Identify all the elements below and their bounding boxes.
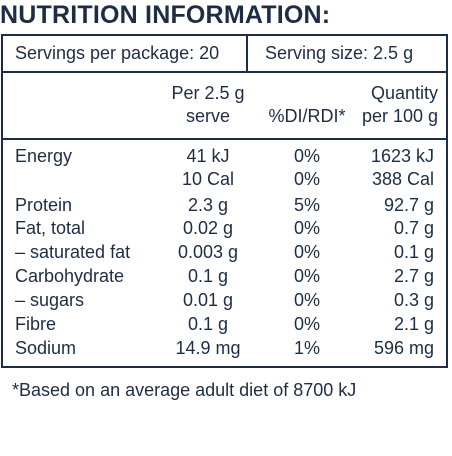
header-quantity-line1: Quantity: [370, 83, 438, 103]
per-serve-value: 2.3 g: [187, 195, 229, 215]
per-serve-value: 0.02 g: [182, 218, 234, 238]
di-value: 0%: [293, 169, 320, 189]
di-value: 1%: [293, 338, 320, 358]
table-row: – saturated fat 0.003 g 0% 0.1 g: [3, 240, 446, 264]
per-100g-value: 0.1 g: [393, 242, 434, 262]
nutrient-name: – saturated fat: [15, 242, 131, 262]
serving-size: Serving size: 2.5 g: [265, 43, 414, 63]
per-serve-value: 14.9 mg: [175, 338, 241, 358]
di-value: 0%: [293, 218, 320, 238]
per-serve-value: 0.1 g: [187, 314, 229, 334]
nutrient-name: Sodium: [15, 338, 77, 358]
nutrient-name: Carbohydrate: [15, 266, 125, 286]
footnote: *Based on an average adult diet of 8700 …: [12, 380, 357, 400]
per-serve-value: 10 Cal: [181, 169, 235, 189]
per-serve-value: 41 kJ: [186, 146, 230, 166]
table-row: Sodium 14.9 mg 1% 596 mg: [3, 336, 446, 360]
per-serve-value: 0.003 g: [177, 242, 239, 262]
page-title: NUTRITION INFORMATION:: [0, 1, 331, 29]
header-di: %DI/RDI*: [268, 106, 346, 126]
per-100g-value: 2.1 g: [393, 314, 434, 334]
per-100g-value: 1623 kJ: [370, 146, 434, 166]
per-100g-value: 0.7 g: [393, 218, 434, 238]
di-value: 0%: [293, 290, 320, 310]
nutrient-name: Fibre: [15, 314, 57, 334]
per-100g-value: 596 mg: [373, 338, 434, 358]
per-serve-value: 0.01 g: [182, 290, 234, 310]
servings-per-package: Servings per package: 20: [15, 43, 220, 63]
table-row: Energy 41 kJ 0% 1623 kJ: [3, 144, 446, 168]
header-per-serve: Per 2.5 g serve: [153, 82, 263, 128]
nutrient-name: Protein: [15, 195, 73, 215]
header-quantity: Quantity per 100 g: [362, 82, 438, 128]
header-per-serve-line1: Per 2.5 g: [171, 83, 245, 103]
di-value: 5%: [293, 195, 320, 215]
serving-info-row: Servings per package: 20 Serving size: 2…: [3, 36, 446, 73]
per-100g-value: 92.7 g: [383, 195, 434, 215]
di-value: 0%: [293, 242, 320, 262]
per-100g-value: 0.3 g: [393, 290, 434, 310]
nutrient-name: Energy: [15, 146, 73, 166]
di-value: 0%: [293, 266, 320, 286]
di-value: 0%: [293, 314, 320, 334]
table-row: 10 Cal 0% 388 Cal: [3, 167, 446, 191]
nutrient-name: – sugars: [15, 290, 85, 310]
table-row: Carbohydrate 0.1 g 0% 2.7 g: [3, 264, 446, 288]
table-row: Fat, total 0.02 g 0% 0.7 g: [3, 216, 446, 240]
per-100g-value: 2.7 g: [393, 266, 434, 286]
table-row: Fibre 0.1 g 0% 2.1 g: [3, 312, 446, 336]
header-quantity-line2: per 100 g: [361, 106, 438, 126]
serving-divider: [246, 36, 248, 71]
table-row: – sugars 0.01 g 0% 0.3 g: [3, 288, 446, 312]
header-divider: [3, 138, 446, 140]
header-per-serve-line2: serve: [185, 106, 230, 126]
per-serve-value: 0.1 g: [187, 266, 229, 286]
di-value: 0%: [293, 146, 320, 166]
table-row: Protein 2.3 g 5% 92.7 g: [3, 193, 446, 217]
nutrient-name: Fat, total: [15, 218, 86, 238]
per-100g-value: 388 Cal: [371, 169, 434, 189]
nutrition-panel: Servings per package: 20 Serving size: 2…: [1, 34, 448, 368]
